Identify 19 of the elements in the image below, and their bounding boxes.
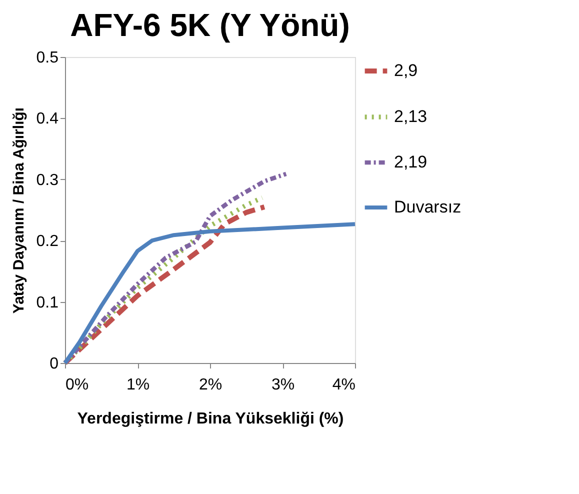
line-series bbox=[62, 172, 288, 366]
y-tick-label: 0 bbox=[50, 356, 59, 372]
x-tick-label: 3% bbox=[271, 376, 295, 394]
legend-label: 2,13 bbox=[394, 107, 428, 126]
y-axis-title: Yatay Dayanım / Bina Ağırlığı bbox=[10, 107, 28, 314]
y-tick-label: 0.2 bbox=[36, 233, 59, 250]
y-tick-label: 0.1 bbox=[36, 294, 59, 312]
chart-title: AFY-6 5K (Y Yönü) bbox=[70, 7, 350, 43]
y-tick-label: 0.4 bbox=[36, 110, 59, 128]
y-tick-label: 0.3 bbox=[36, 172, 59, 189]
x-tick-label: 4% bbox=[332, 376, 356, 394]
x-axis-title: Yerdegiştirme / Bina Yüksekliği (%) bbox=[77, 410, 344, 428]
x-tick-label: 0% bbox=[66, 376, 89, 394]
x-tick-label: 2% bbox=[198, 376, 222, 394]
y-tick-label: 0.5 bbox=[36, 50, 59, 66]
legend-label: 2,19 bbox=[394, 152, 428, 172]
legend-label: 2,9 bbox=[394, 61, 418, 80]
x-tick-label: 1% bbox=[126, 376, 150, 394]
legend-label: Duvarsız bbox=[394, 198, 462, 216]
